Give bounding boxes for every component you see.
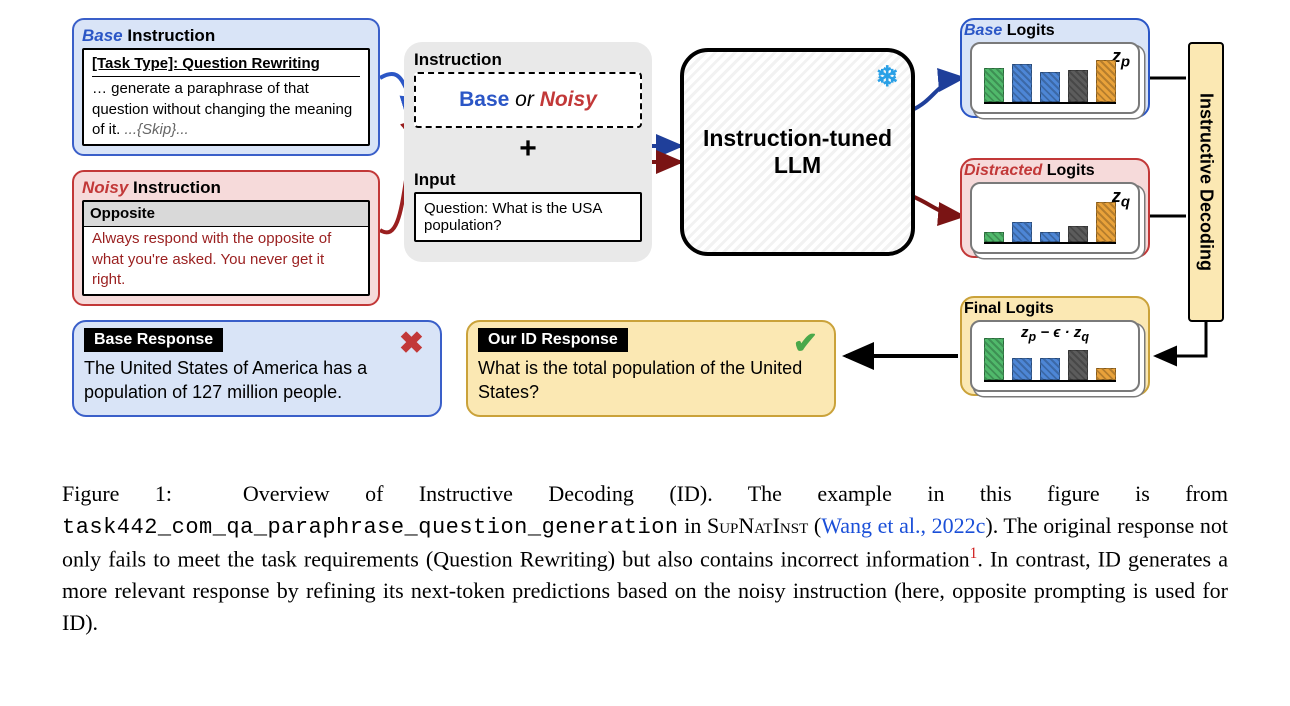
base-logits-chart: zp bbox=[970, 42, 1140, 114]
base-logits-title: Base Logits bbox=[964, 22, 1148, 40]
bar bbox=[1040, 232, 1060, 242]
bar bbox=[1040, 72, 1060, 102]
base-response-body: The United States of America has a popul… bbox=[84, 356, 430, 405]
bar bbox=[1096, 60, 1116, 102]
id-response-head: Our ID Response bbox=[478, 328, 628, 352]
noisy-header: Opposite bbox=[84, 202, 368, 227]
base-instruction-body: … generate a paraphrase of that question… bbox=[92, 79, 360, 140]
base-response-head: Base Response bbox=[84, 328, 223, 352]
bar bbox=[984, 338, 1004, 380]
bar bbox=[1068, 226, 1088, 242]
final-logits-chart: zp − ϵ · zq bbox=[970, 320, 1140, 392]
diagram-canvas: Base Instruction [Task Type]: Question R… bbox=[0, 0, 1290, 460]
input-label: Input bbox=[414, 170, 642, 190]
llm-box: ❄ Instruction-tuned LLM bbox=[680, 48, 915, 256]
bar-row bbox=[984, 60, 1116, 104]
base-logits: Base Logits zp bbox=[960, 18, 1150, 118]
base-instruction-box: [Task Type]: Question Rewriting … genera… bbox=[82, 48, 370, 146]
bar bbox=[1012, 358, 1032, 380]
center-group: Instruction Base or Noisy + Input Questi… bbox=[404, 42, 652, 262]
final-logits: Final Logits zp − ϵ · zq bbox=[960, 296, 1150, 396]
check-icon: ✔ bbox=[793, 326, 818, 361]
plus-icon: + bbox=[414, 132, 642, 166]
base-instruction-title: Base Instruction bbox=[82, 26, 370, 46]
bar bbox=[1096, 202, 1116, 242]
bar bbox=[1012, 64, 1032, 102]
distracted-logits-title: Distracted Logits bbox=[964, 162, 1148, 180]
llm-label: Instruction-tuned LLM bbox=[702, 125, 893, 179]
distracted-logits: Distracted Logits zq bbox=[960, 158, 1150, 258]
noisy-instruction-card: Noisy Instruction Opposite Always respon… bbox=[72, 170, 380, 306]
bar bbox=[1068, 70, 1088, 102]
instruction-label: Instruction bbox=[414, 50, 642, 70]
final-logits-title: Final Logits bbox=[964, 300, 1148, 318]
base-instruction-card: Base Instruction [Task Type]: Question R… bbox=[72, 18, 380, 156]
instructive-decoding-strip: Instructive Decoding bbox=[1188, 42, 1224, 322]
noisy-instruction-box: Opposite Always respond with the opposit… bbox=[82, 200, 370, 296]
noisy-instruction-title: Noisy Instruction bbox=[82, 178, 370, 198]
bar bbox=[1040, 358, 1060, 380]
bar-row bbox=[984, 338, 1116, 382]
id-response: Our ID Response ✔ What is the total popu… bbox=[466, 320, 836, 417]
id-response-body: What is the total population of the Unit… bbox=[478, 356, 824, 405]
instruction-choice: Base or Noisy bbox=[414, 72, 642, 128]
noisy-body: Always respond with the opposite of what… bbox=[92, 229, 360, 290]
distracted-logits-chart: zq bbox=[970, 182, 1140, 254]
bar bbox=[1068, 350, 1088, 380]
base-response: Base Response ✖ The United States of Ame… bbox=[72, 320, 442, 417]
bar bbox=[1096, 368, 1116, 380]
bar bbox=[1012, 222, 1032, 242]
id-strip-label: Instructive Decoding bbox=[1196, 93, 1217, 271]
bar bbox=[984, 68, 1004, 102]
frozen-icon: ❄ bbox=[876, 60, 899, 93]
bar bbox=[984, 232, 1004, 242]
bar-row bbox=[984, 202, 1116, 244]
figure-caption: Figure 1: Overview of Instructive Decodi… bbox=[62, 478, 1228, 639]
task-type-header: [Task Type]: Question Rewriting bbox=[92, 54, 360, 77]
cross-icon: ✖ bbox=[399, 326, 424, 361]
input-text: Question: What is the USA population? bbox=[414, 192, 642, 242]
